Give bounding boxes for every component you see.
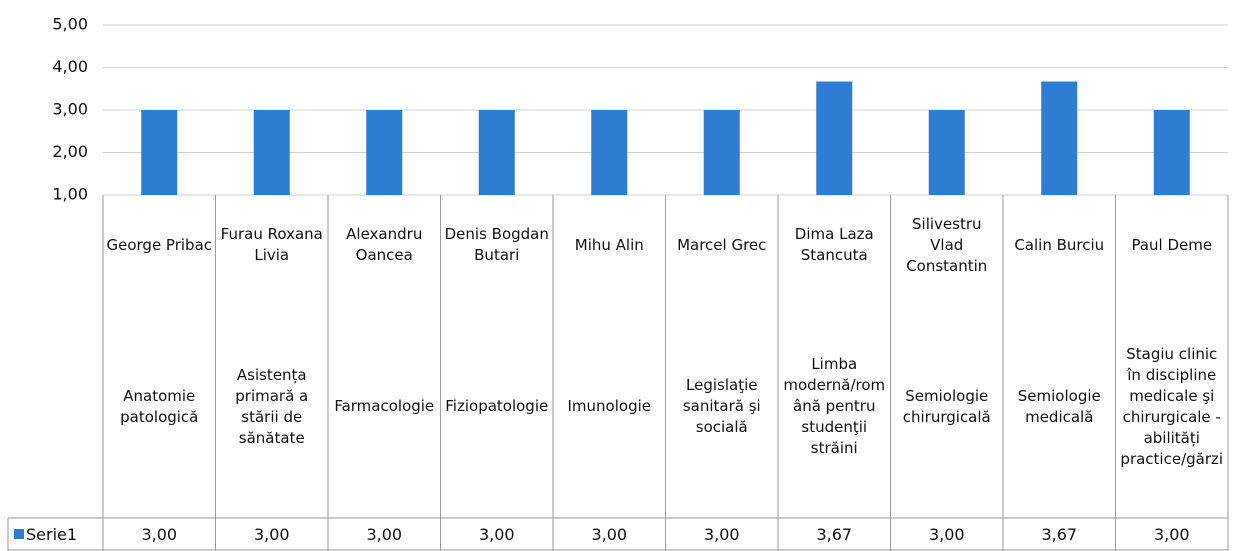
data-label: 3,00 bbox=[928, 525, 965, 544]
subcategory-name: Asistența primară a stării de sănătate bbox=[235, 365, 309, 447]
data-label: 3,67 bbox=[1041, 525, 1078, 544]
data-label: 3,00 bbox=[478, 525, 515, 544]
bar bbox=[1153, 110, 1190, 195]
category-cell: Alexandru Oancea Farmacologie bbox=[328, 195, 441, 518]
category-cell: Paul Deme Stagiu clinic în discipline med… bbox=[1116, 195, 1229, 518]
category-name: Calin Burciu bbox=[1014, 235, 1105, 254]
legend-key bbox=[14, 529, 24, 539]
data-label: 3,67 bbox=[816, 525, 853, 544]
category-name: Marcel Grec bbox=[677, 235, 767, 254]
category-cell: Mihu Alin Imunologie bbox=[553, 195, 666, 518]
category-cell: Denis Bogdan Butari Fiziopatologie bbox=[441, 195, 554, 518]
category-name: Mihu Alin bbox=[574, 235, 644, 254]
y-tick-label: 5,00 bbox=[52, 15, 88, 34]
subcategory-name: Farmacologie bbox=[334, 397, 435, 415]
category-name: Alexandru Oancea bbox=[346, 225, 423, 264]
data-label: 3,00 bbox=[1153, 525, 1190, 544]
y-tick-label: 2,00 bbox=[52, 142, 88, 161]
category-cell: George Pribac Anatomie patologică bbox=[103, 195, 216, 518]
bar bbox=[591, 110, 628, 195]
subcategory-name: Semiologie medicală bbox=[1017, 386, 1101, 426]
category-cell: Calin Burciu Semiologie medicală bbox=[1003, 195, 1116, 518]
category-name: George Pribac bbox=[106, 235, 213, 254]
subcategory-name: Limba modernă/română pentru studenţii st… bbox=[783, 355, 886, 457]
data-label: 3,00 bbox=[141, 525, 178, 544]
subcategory-name: Fiziopatologie bbox=[445, 397, 549, 415]
y-tick-label: 3,00 bbox=[52, 100, 88, 119]
bar bbox=[928, 110, 965, 195]
data-label: 3,00 bbox=[591, 525, 628, 544]
bar bbox=[366, 110, 403, 195]
bar bbox=[478, 110, 515, 195]
category-name: Silivestru Vlad Constantin bbox=[906, 214, 988, 275]
subcategory-name: Stagiu clinic în discipline medicale şi … bbox=[1120, 344, 1224, 468]
category-name: Denis Bogdan Butari bbox=[444, 225, 549, 264]
bar bbox=[1041, 81, 1078, 195]
category-name: Furau Roxana Livia bbox=[220, 225, 323, 264]
category-cell: Dima Laza Stancuta Limba modernă/română p… bbox=[778, 195, 891, 518]
data-label: 3,00 bbox=[253, 525, 290, 544]
bar bbox=[141, 110, 178, 195]
category-name: Paul Deme bbox=[1131, 235, 1213, 254]
bar bbox=[253, 110, 290, 195]
category-name: Dima Laza Stancuta bbox=[794, 225, 874, 264]
data-label: 3,00 bbox=[366, 525, 403, 544]
category-cell: Silivestru Vlad Constantin Semiologie chi… bbox=[891, 195, 1004, 518]
subcategory-name: Semiologie chirurgicală bbox=[902, 386, 991, 426]
y-tick-label: 4,00 bbox=[52, 57, 88, 76]
bar bbox=[816, 81, 853, 195]
subcategory-name: Imunologie bbox=[567, 397, 652, 415]
category-cell: Marcel Grec Legislaţie sanitară şi social… bbox=[666, 195, 779, 518]
y-tick-label: 1,00 bbox=[52, 185, 88, 204]
subcategory-name: Anatomie patologică bbox=[120, 386, 199, 426]
bar bbox=[703, 110, 740, 195]
data-label: 3,00 bbox=[703, 525, 740, 544]
legend-label: Serie1 bbox=[26, 525, 78, 544]
category-cell: Furau Roxana Livia Asistența primară a st… bbox=[216, 195, 329, 518]
subcategory-name: Legislaţie sanitară şi socială bbox=[682, 376, 761, 436]
